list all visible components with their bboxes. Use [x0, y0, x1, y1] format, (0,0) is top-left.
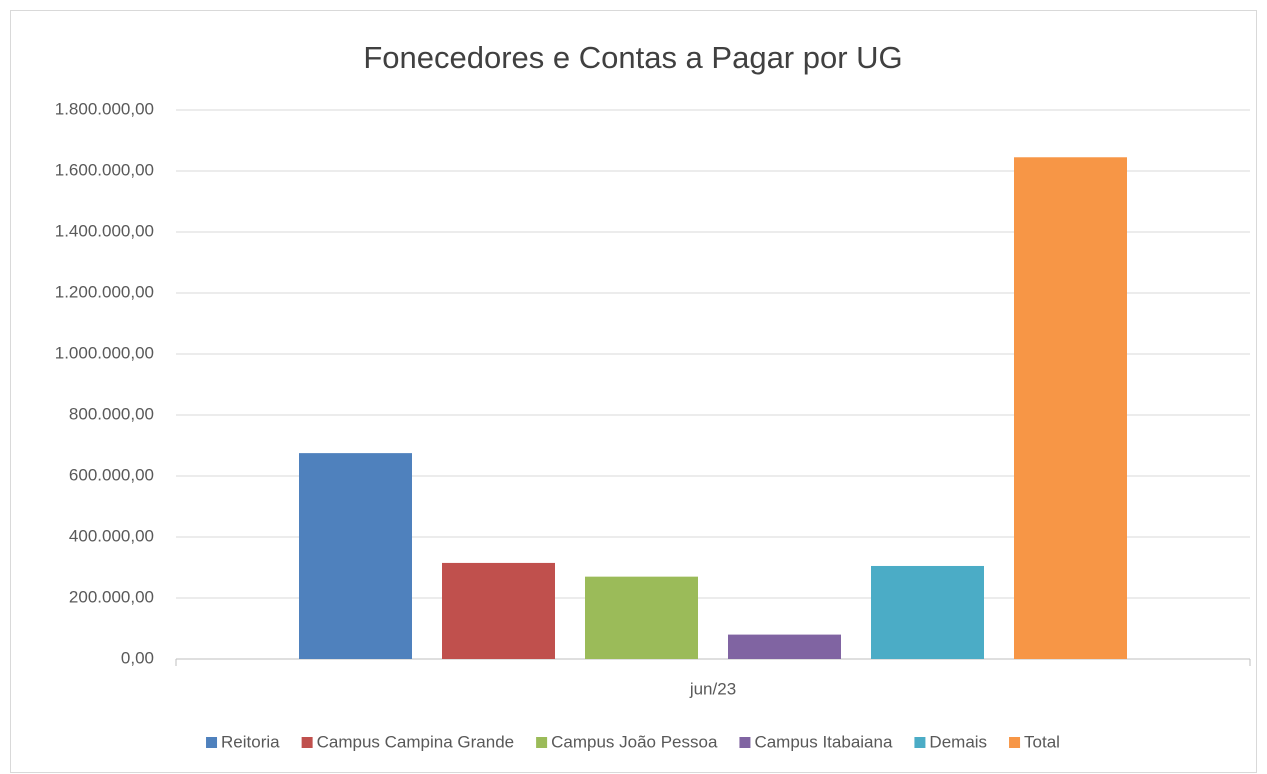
legend-label: Campus João Pessoa: [551, 732, 718, 751]
legend-label: Reitoria: [221, 732, 280, 751]
y-tick-label: 1.400.000,00: [55, 221, 154, 240]
legend-swatch: [1009, 737, 1021, 748]
y-tick-label: 200.000,00: [69, 587, 154, 606]
legend-swatch: [206, 737, 218, 748]
y-tick-label: 800.000,00: [69, 404, 154, 423]
legend-swatch: [739, 737, 751, 748]
y-tick-label: 1.000.000,00: [55, 343, 154, 362]
legend-swatch: [914, 737, 926, 748]
y-tick-label: 1.800.000,00: [55, 99, 154, 118]
y-tick-label: 400.000,00: [69, 526, 154, 545]
bar: [442, 562, 555, 659]
bar: [871, 565, 984, 659]
y-tick-label: 600.000,00: [69, 465, 154, 484]
y-tick-label: 1.600.000,00: [55, 160, 154, 179]
chart-title: Fonecedores e Contas a Pagar por UG: [363, 40, 902, 75]
bar: [728, 634, 841, 659]
y-tick-label: 0,00: [121, 648, 154, 667]
legend-label: Campus Campina Grande: [317, 732, 514, 751]
bar: [585, 576, 698, 659]
legend-label: Demais: [929, 732, 987, 751]
x-tick-label: jun/23: [689, 679, 736, 698]
y-tick-label: 1.200.000,00: [55, 282, 154, 301]
legend-label: Total: [1024, 732, 1060, 751]
bar: [1014, 157, 1127, 659]
legend-swatch: [301, 737, 313, 748]
legend-label: Campus Itabaiana: [754, 732, 893, 751]
legend-swatch: [536, 737, 548, 748]
bar: [299, 453, 412, 659]
